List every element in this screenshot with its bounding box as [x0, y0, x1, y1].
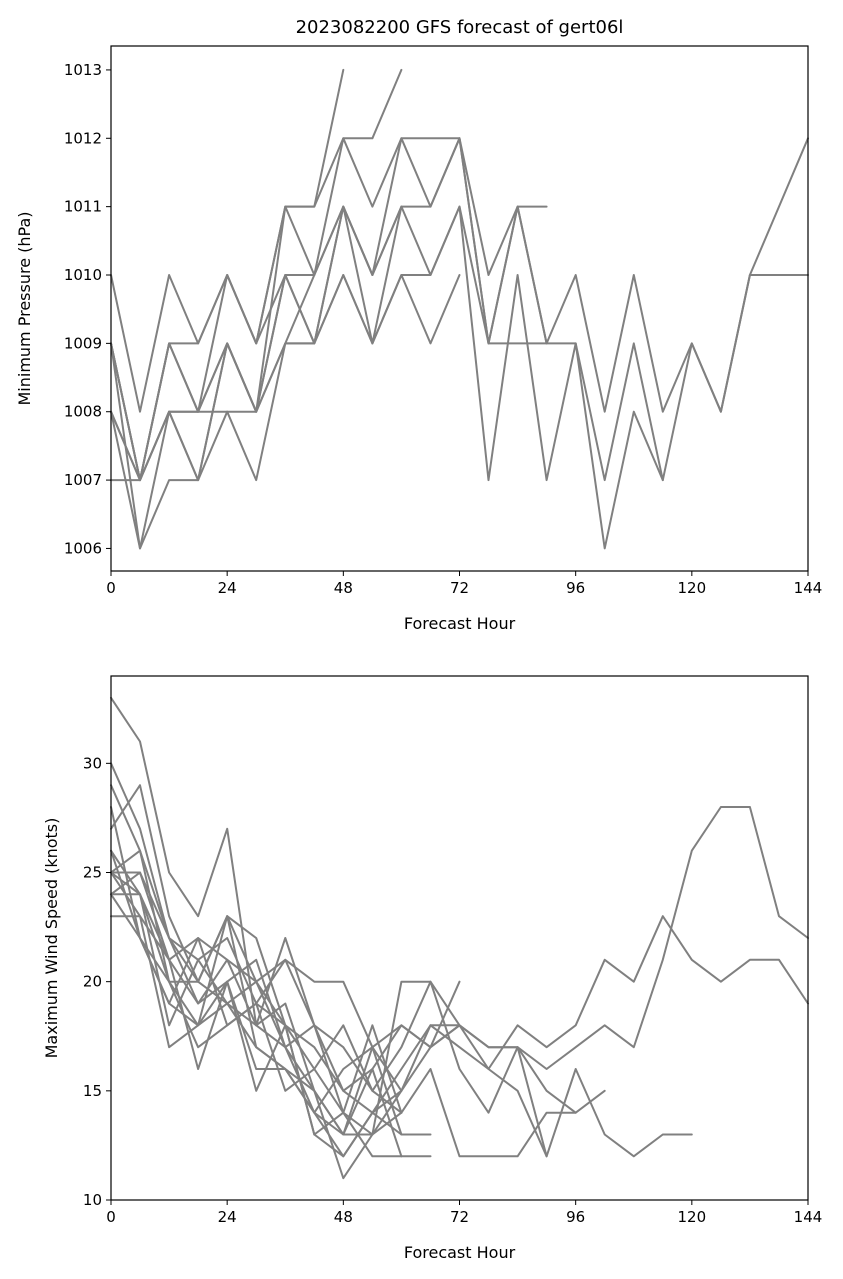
pressure-y-tick-label: 1009 [64, 334, 102, 352]
wind-x-tick-label: 96 [566, 1208, 585, 1226]
wind-x-axis-label: Forecast Hour [404, 1243, 516, 1262]
wind-series-line [110, 871, 461, 1136]
wind-series-line [110, 849, 403, 1158]
pressure-y-tick-label: 1011 [64, 198, 102, 216]
wind-y-tick-label: 30 [83, 754, 102, 772]
pressure-series-group [110, 68, 809, 550]
wind-y-tick-label: 25 [83, 864, 102, 882]
pressure-y-axis-label: Minimum Pressure (hPa) [15, 212, 34, 406]
wind-series-line [110, 871, 403, 1158]
pressure-chart: 2023082200 GFS forecast of gert06l 10061… [15, 17, 822, 633]
wind-y-tick-label: 15 [83, 1082, 102, 1100]
wind-series-line [110, 784, 693, 1158]
pressure-y-tick-label: 1010 [64, 266, 102, 284]
pressure-y-tick-label: 1012 [64, 129, 102, 147]
pressure-series-line [110, 205, 403, 482]
wind-chart: 10 15 20 25 30 0 24 48 72 96 120 144 Forecast Hour… [42, 675, 822, 1262]
pressure-x-tick-label: 48 [334, 579, 353, 597]
pressure-x-tick-label: 0 [106, 579, 116, 597]
wind-x-tick-label: 48 [334, 1208, 353, 1226]
pressure-y-ticks: 1006 1007 1008 1009 1010 1011 1012 1013 [64, 61, 111, 557]
wind-series-line [110, 871, 403, 1136]
wind-x-tick-label: 0 [106, 1208, 116, 1226]
wind-y-tick-label: 10 [83, 1191, 102, 1209]
wind-plot-frame [110, 675, 809, 1201]
pressure-x-tick-label: 72 [450, 579, 469, 597]
pressure-x-axis-label: Forecast Hour [404, 614, 516, 633]
wind-x-tick-label: 24 [218, 1208, 237, 1226]
wind-x-tick-label: 120 [678, 1208, 707, 1226]
wind-y-tick-label: 20 [83, 973, 102, 991]
wind-x-ticks: 0 24 48 72 96 120 144 [106, 1200, 822, 1226]
wind-series-line [110, 849, 577, 1158]
pressure-x-tick-label: 96 [566, 579, 585, 597]
pressure-series-line [110, 137, 548, 482]
pressure-x-tick-label: 120 [678, 579, 707, 597]
pressure-x-tick-label: 24 [218, 579, 237, 597]
pressure-plot-frame [110, 45, 809, 572]
wind-series-group [110, 696, 809, 1180]
wind-y-axis-label: Maximum Wind Speed (knots) [42, 818, 61, 1059]
pressure-x-ticks: 0 24 48 72 96 120 144 [106, 571, 822, 597]
pressure-y-tick-label: 1007 [64, 471, 102, 489]
pressure-y-tick-label: 1008 [64, 403, 102, 421]
pressure-x-tick-label: 144 [794, 579, 823, 597]
wind-x-tick-label: 144 [794, 1208, 823, 1226]
wind-y-ticks: 10 15 20 25 30 [83, 754, 111, 1209]
wind-x-tick-label: 72 [450, 1208, 469, 1226]
pressure-y-tick-label: 1006 [64, 539, 102, 557]
pressure-y-tick-label: 1013 [64, 61, 102, 79]
chart-title: 2023082200 GFS forecast of gert06l [296, 17, 624, 38]
